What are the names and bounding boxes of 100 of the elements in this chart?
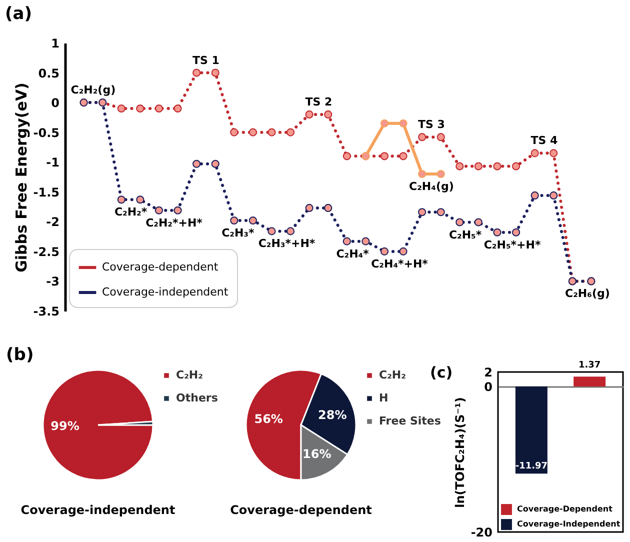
point: [324, 110, 332, 118]
data-label: 16%: [302, 446, 332, 461]
annotation: C₂H₅*: [448, 228, 482, 242]
point: [211, 68, 220, 77]
annotation: TS 1: [192, 54, 220, 67]
point: [248, 128, 257, 136]
point: [512, 162, 520, 170]
point: [305, 110, 314, 118]
chart-title: (a): [5, 4, 32, 24]
point: [286, 227, 295, 236]
point: [456, 162, 464, 170]
annotation: C₂H₅*+H*: [484, 238, 541, 252]
y-tick-label: -3.5: [33, 304, 60, 318]
point: [436, 170, 445, 178]
legend-label: C₂H₂: [176, 368, 204, 382]
point: [512, 228, 520, 236]
point: [418, 170, 426, 178]
y-tick-label: -3: [46, 274, 60, 289]
y-tick-label: -20: [470, 526, 492, 540]
legend-label: Free Sites: [379, 414, 442, 428]
data-label: 28%: [318, 408, 347, 422]
annotation: C₂H₂(g): [70, 84, 116, 97]
annotation: TS 3: [418, 118, 445, 132]
point: [418, 208, 426, 216]
point: [399, 119, 408, 128]
pie-slice: [42, 369, 154, 481]
annotation: C₂H₄*: [336, 247, 370, 260]
annotation: C₂H₃*+H*: [258, 237, 316, 250]
point: [117, 104, 126, 113]
point: [136, 104, 144, 113]
y-tick-label: -2.5: [33, 244, 60, 259]
point: [530, 149, 539, 158]
point: [154, 104, 163, 113]
legend-label: Coverage-dependent: [102, 260, 219, 274]
point: [380, 152, 389, 160]
annotation: C₂H₄(g): [409, 180, 454, 194]
point: [211, 160, 220, 168]
point: [230, 216, 238, 225]
y-tick-label: -2: [46, 215, 60, 230]
point: [380, 119, 389, 128]
legend-label: Coverage-Independent: [517, 520, 620, 528]
data-label: 56%: [254, 412, 283, 426]
text: Coverage-independent: [20, 503, 176, 517]
annotation: C₂H₃*: [222, 226, 254, 240]
y-tick-label: 1: [51, 36, 60, 50]
point: [117, 196, 126, 204]
annotation: C₂H₆(g): [565, 287, 610, 300]
point: [493, 162, 502, 170]
text: (b): [6, 345, 34, 365]
annotation: C₂H₂*: [114, 206, 148, 219]
chart-title: (c): [430, 364, 453, 382]
point: [493, 228, 502, 236]
point: [550, 191, 558, 200]
y-tick-label: -0.5: [33, 126, 60, 140]
data-label: 1.37: [578, 360, 601, 371]
point: [436, 133, 445, 142]
point: [174, 206, 182, 214]
point: [380, 247, 389, 256]
legend-label: Coverage-independent: [102, 286, 229, 298]
y-axis-title: Gibbs Free Energy(eV): [12, 82, 30, 272]
point: [286, 128, 295, 136]
point: [342, 237, 351, 246]
y-tick-label: -1: [46, 156, 60, 170]
legend-label: Others: [176, 392, 218, 404]
point: [268, 227, 276, 236]
point: [192, 160, 201, 168]
point: [456, 218, 464, 226]
point: [268, 128, 276, 136]
y-tick-label: -1.5: [33, 185, 60, 200]
point: [136, 196, 144, 204]
point: [248, 216, 257, 225]
point: [342, 152, 351, 160]
point: [174, 104, 182, 113]
y-axis-title: ln(TOFC₂H₄)(S⁻¹): [452, 397, 467, 508]
y-tick-label: 0.5: [38, 66, 60, 80]
annotation: TS 4: [530, 134, 558, 148]
point: [474, 162, 482, 170]
point: [324, 204, 332, 212]
text: Coverage-dependent: [230, 503, 372, 517]
point: [418, 133, 426, 142]
annotation: C₂H₄*+H*: [371, 257, 428, 270]
legend-label: H: [379, 392, 388, 404]
legend-label: C₂H₂: [379, 368, 406, 382]
annotation: C₂H₂*+H*: [146, 216, 203, 230]
point: [154, 206, 163, 214]
point: [362, 237, 370, 246]
annotation: TS 2: [305, 95, 332, 108]
point: [230, 128, 238, 136]
point: [399, 152, 408, 160]
point: [192, 68, 201, 77]
y-tick-label: 0: [484, 380, 492, 394]
point: [530, 191, 539, 200]
point: [474, 218, 482, 226]
data-label: 99%: [50, 419, 80, 434]
point: [436, 208, 445, 216]
point: [550, 149, 558, 158]
y-tick-label: 2: [484, 366, 492, 380]
data-label: -11.97: [515, 462, 548, 472]
y-tick-label: 0: [51, 96, 60, 110]
point: [305, 204, 314, 212]
